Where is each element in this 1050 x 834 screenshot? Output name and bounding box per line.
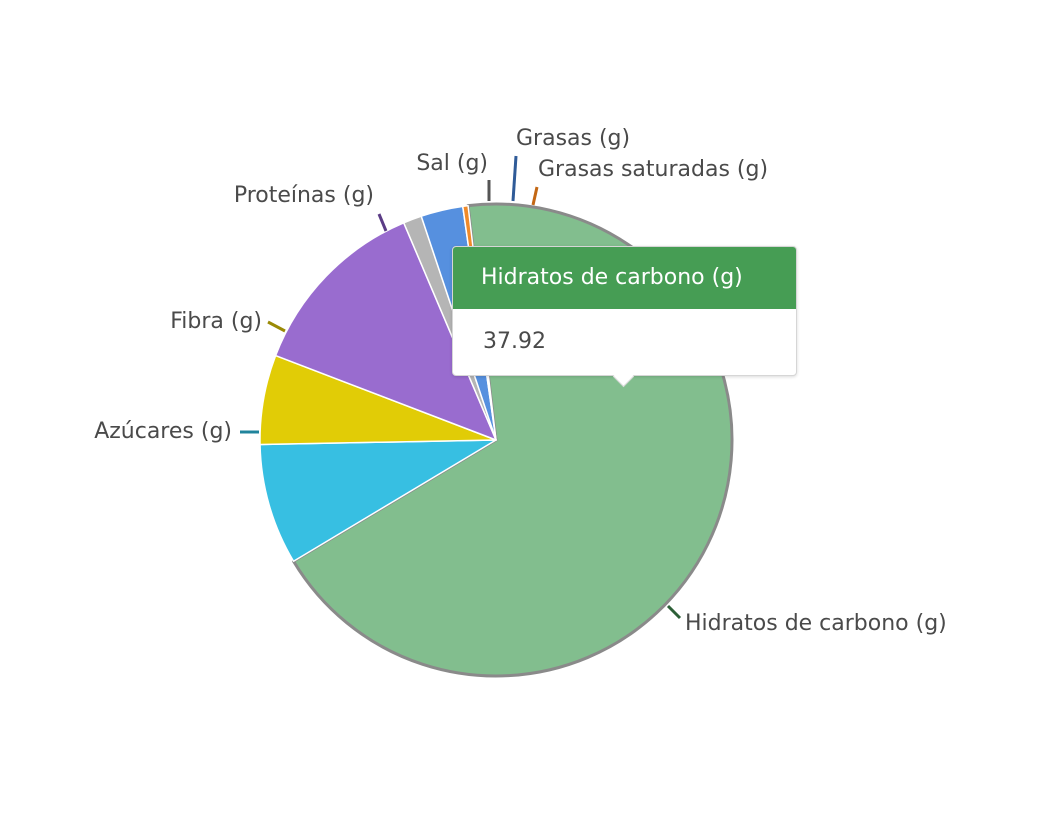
pie-labels: Hidratos de carbono (g) Azúcares (g) Fibra… — [94, 126, 947, 636]
leader-line-grasas-g — [511, 155, 518, 202]
leader-line-fibra-g — [267, 320, 286, 333]
slice-label-fibra-g: Fibra (g) — [170, 309, 262, 334]
leader-line-hidratos-de-carbono-g — [666, 604, 682, 620]
chart-tooltip: Hidratos de carbono (g) 37.92 — [452, 246, 797, 388]
pie-leader-lines — [240, 155, 682, 620]
slice-label-proteinas-g: Proteínas (g) — [234, 183, 374, 208]
slice-label-sal-g: Sal (g) — [416, 151, 488, 176]
slice-label-grasas-g: Grasas (g) — [516, 126, 630, 151]
slice-label-azucares-g: Azúcares (g) — [94, 419, 232, 444]
leader-line-grasas-saturadas-g — [531, 186, 539, 206]
tooltip-title: Hidratos de carbono (g) — [453, 247, 796, 309]
slice-label-hidratos-de-carbono-g: Hidratos de carbono (g) — [685, 611, 947, 636]
pie-slice-proteinas-g[interactable] — [274, 222, 497, 441]
tooltip-value: 37.92 — [483, 329, 546, 354]
pie-slice-azucares-g[interactable] — [259, 439, 497, 563]
slice-label-grasas-saturadas-g: Grasas saturadas (g) — [538, 157, 768, 182]
leader-line-proteinas-g — [377, 213, 388, 232]
